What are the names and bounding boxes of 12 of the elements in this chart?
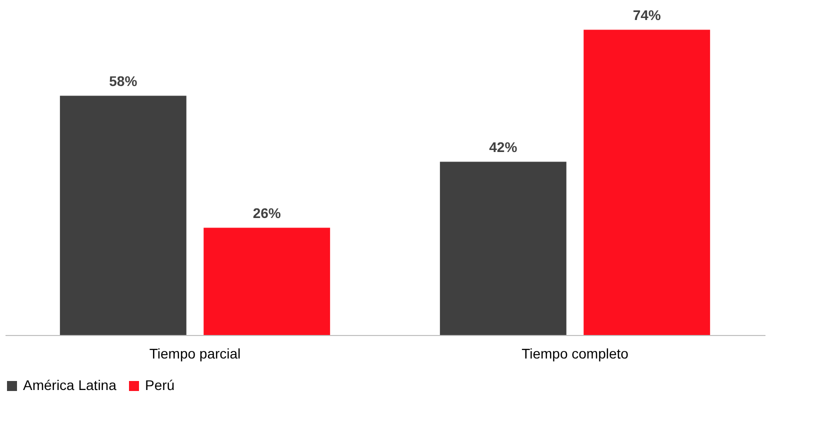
x-tick-label: Tiempo completo bbox=[522, 346, 629, 362]
legend-label: Perú bbox=[145, 377, 175, 393]
bar bbox=[440, 162, 566, 335]
bar bbox=[584, 30, 710, 335]
x-tick-label: Tiempo parcial bbox=[149, 346, 241, 362]
data-label: 58% bbox=[109, 72, 138, 89]
data-label: 74% bbox=[632, 6, 662, 23]
data-label: 26% bbox=[252, 204, 282, 221]
data-label: 42% bbox=[489, 138, 518, 155]
bar bbox=[60, 96, 186, 335]
legend-label: América Latina bbox=[23, 377, 117, 393]
bar bbox=[204, 228, 330, 335]
